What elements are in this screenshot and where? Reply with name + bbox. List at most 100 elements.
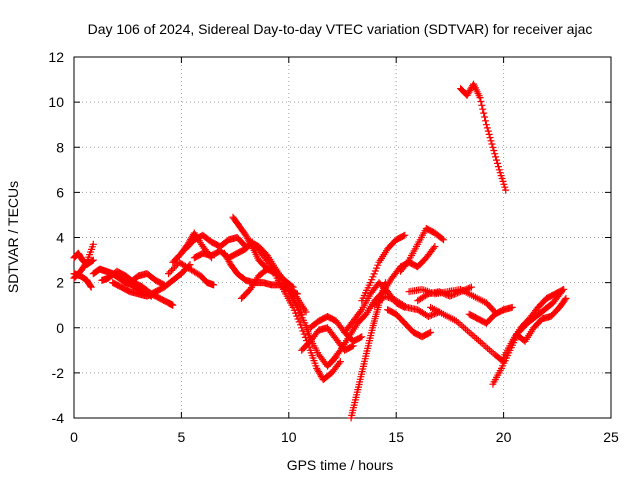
data-point — [508, 303, 516, 311]
data-point — [473, 335, 481, 343]
data-point — [482, 343, 490, 351]
data-point — [455, 288, 463, 296]
y-axis-label: SDTVAR / TECUs — [5, 181, 21, 293]
series-track-32 — [465, 303, 516, 327]
data-point — [438, 235, 446, 243]
series-track-33 — [457, 80, 510, 194]
data-point — [494, 163, 502, 171]
data-point — [401, 231, 409, 239]
y-tick-label: 8 — [56, 139, 64, 155]
data-point — [401, 303, 409, 310]
data-point — [485, 130, 493, 138]
x-tick-label: 0 — [70, 429, 78, 445]
data-point — [488, 140, 496, 148]
y-tick-label: 0 — [56, 320, 64, 336]
data-point — [428, 311, 435, 319]
series-track-21 — [328, 288, 387, 366]
series-track-24 — [358, 231, 409, 305]
data-point — [482, 117, 489, 125]
x-tick-label: 15 — [388, 429, 404, 445]
series-track-35 — [500, 285, 568, 361]
y-tick-label: -4 — [52, 410, 65, 426]
data-point — [400, 232, 408, 240]
y-tick-label: 6 — [56, 184, 64, 200]
data-point — [502, 186, 510, 194]
series-track-26 — [397, 225, 447, 275]
series-track-3 — [70, 270, 95, 291]
data-point — [336, 358, 344, 366]
series-track-9 — [165, 258, 218, 289]
chart-title: Day 106 of 2024, Sidereal Day-to-day VTE… — [88, 21, 593, 37]
data-point — [489, 143, 497, 151]
data-point — [479, 105, 487, 113]
series-track-28 — [384, 306, 435, 341]
data-point — [427, 328, 435, 336]
series-track-18 — [285, 288, 340, 370]
data-point — [89, 240, 97, 248]
data-point — [297, 321, 304, 329]
y-tick-label: 10 — [48, 94, 64, 110]
data-point — [171, 263, 179, 271]
series-track-6 — [109, 261, 194, 300]
data-points — [70, 80, 570, 422]
data-point — [561, 296, 569, 304]
data-point — [463, 285, 471, 293]
x-tick-label: 20 — [496, 429, 512, 445]
data-point — [172, 262, 180, 269]
series-track-36 — [513, 294, 570, 345]
data-point — [423, 291, 431, 299]
data-point — [357, 307, 365, 315]
data-point — [210, 281, 218, 289]
data-point — [490, 147, 498, 154]
data-point — [460, 323, 468, 331]
x-tick-labels: 0 5 10 15 20 25 — [70, 429, 619, 445]
data-point — [486, 134, 494, 142]
data-point — [460, 286, 468, 294]
data-point — [242, 243, 250, 250]
data-point — [483, 124, 491, 132]
data-point — [430, 244, 438, 252]
series-track-8 — [169, 229, 215, 266]
data-point — [480, 109, 488, 117]
data-point — [169, 301, 177, 309]
data-point — [438, 289, 446, 297]
data-point — [466, 284, 474, 292]
y-tick-label: 12 — [48, 49, 64, 65]
series-track-11 — [182, 231, 250, 253]
series-track-27 — [371, 292, 443, 320]
series-track-12 — [229, 213, 271, 273]
data-point — [560, 285, 568, 293]
series-track-31 — [427, 303, 508, 366]
axis-ticks — [73, 56, 612, 419]
data-point — [391, 296, 399, 304]
data-point — [160, 281, 168, 289]
data-point — [424, 313, 432, 320]
data-point — [404, 258, 412, 266]
data-point — [491, 150, 499, 158]
data-point — [241, 241, 249, 249]
data-point — [441, 290, 449, 298]
data-point — [493, 156, 500, 164]
data-point — [477, 98, 485, 105]
data-point — [335, 359, 343, 367]
data-point — [168, 266, 176, 274]
data-point — [431, 243, 439, 250]
data-point — [562, 294, 570, 302]
x-tick-label: 25 — [603, 429, 619, 445]
data-point — [166, 268, 174, 276]
data-point — [435, 288, 443, 296]
data-point — [169, 265, 177, 273]
series-track-30 — [414, 283, 475, 305]
y-tick-label: -2 — [52, 365, 65, 381]
x-tick-label: 5 — [178, 429, 186, 445]
data-point — [481, 113, 489, 121]
series-track-19 — [298, 324, 357, 354]
data-point — [87, 283, 95, 291]
data-point — [300, 330, 308, 338]
data-point — [484, 127, 492, 135]
data-point — [165, 270, 172, 278]
data-point — [449, 291, 457, 299]
grid-lines — [74, 57, 611, 418]
data-point — [494, 159, 501, 167]
